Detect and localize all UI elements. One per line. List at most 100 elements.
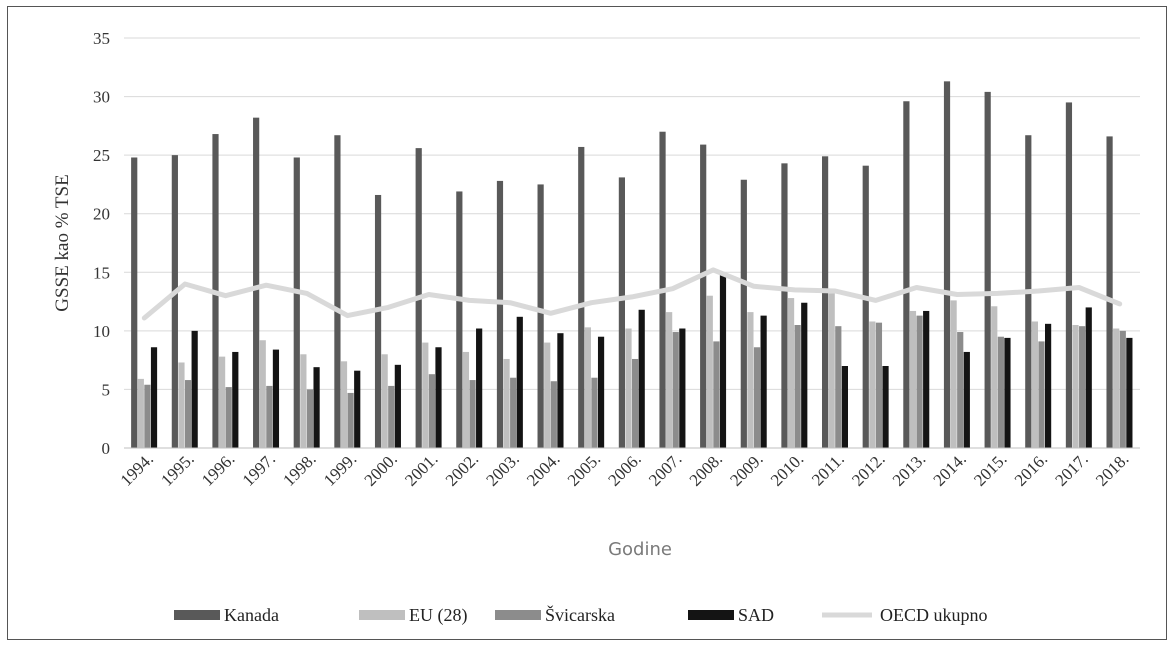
bar--vicarska <box>632 358 639 448</box>
bar--vicarska <box>672 332 679 448</box>
bar-sad <box>191 330 198 448</box>
bars <box>131 81 1133 449</box>
bar-eu-28- <box>544 342 551 448</box>
x-tick-label: 2002. <box>442 449 482 489</box>
legend-swatch-eu-28- <box>359 610 405 620</box>
bar-sad <box>354 370 361 448</box>
x-tick-label: 1994. <box>117 449 157 489</box>
bar-sad <box>150 347 158 448</box>
x-tick-label: 2005. <box>564 449 604 489</box>
bar-eu-28- <box>909 310 917 448</box>
bar-sad <box>597 336 605 448</box>
x-tick-label: 2017. <box>1051 449 1091 489</box>
legend-label: EU (28) <box>409 605 467 626</box>
x-tick-label: 2009. <box>726 449 766 489</box>
bar-eu-28- <box>747 312 754 448</box>
bar--vicarska <box>550 381 557 448</box>
bar-kanada <box>374 194 382 448</box>
bar-eu-28- <box>137 378 144 448</box>
bar--vicarska <box>428 374 435 448</box>
bar-eu-28- <box>300 354 307 448</box>
x-tick-label: 2014. <box>929 449 969 489</box>
y-tick-label: 25 <box>93 146 110 165</box>
bar-kanada <box>984 91 991 448</box>
bar-sad <box>313 367 320 448</box>
bar--vicarska <box>835 326 842 448</box>
x-tick-label: 2001. <box>401 449 441 489</box>
bar-eu-28- <box>381 354 388 448</box>
x-tick-label: 2012. <box>848 449 888 489</box>
y-tick-label: 30 <box>93 88 110 107</box>
bar-eu-28- <box>950 300 957 448</box>
bar--vicarska <box>1038 341 1045 448</box>
bar-kanada <box>253 117 260 449</box>
bar-sad <box>923 310 930 448</box>
bar--vicarska <box>957 332 964 448</box>
y-tick-label: 5 <box>102 380 111 399</box>
bar-sad <box>476 328 483 448</box>
bar--vicarska <box>225 387 232 448</box>
legend-swatch-kanada <box>174 610 220 620</box>
x-tick-label: 1995. <box>157 449 197 489</box>
x-tick-label: 1998. <box>279 449 319 489</box>
bar-kanada <box>496 180 504 448</box>
bar-eu-28- <box>787 298 795 448</box>
bar-kanada <box>903 101 910 448</box>
bar-eu-28- <box>219 356 226 448</box>
bar-kanada <box>618 177 625 448</box>
bar-eu-28- <box>462 351 470 448</box>
legend-swatch-sad <box>688 610 734 620</box>
x-tick-label: 2015. <box>970 449 1010 489</box>
gridlines <box>124 37 1140 390</box>
bar--vicarska <box>1119 330 1126 448</box>
bar-sad <box>557 333 564 448</box>
bar-eu-28- <box>869 321 876 448</box>
bar-sad <box>719 274 727 448</box>
bar--vicarska <box>347 392 354 448</box>
bar-kanada <box>943 81 951 448</box>
bar-kanada <box>131 157 138 448</box>
bar-sad <box>801 302 808 448</box>
x-axis-label: Godine <box>608 539 672 560</box>
bar-eu-28- <box>422 342 429 448</box>
bar-sad <box>1045 323 1052 448</box>
oecd-total-line <box>141 267 1123 321</box>
y-axis-ticks: 0 5 10 15 20 25 30 35 <box>93 29 110 458</box>
bar-kanada <box>822 156 829 449</box>
x-tick-label: 2004. <box>523 449 563 489</box>
legend-label: Švicarska <box>545 604 615 625</box>
chart-frame: 0 5 10 15 20 25 30 35 1994. 1995. 1996. 1997. 1998.… <box>7 6 1167 640</box>
bar--vicarska <box>753 347 761 448</box>
bar-eu-28- <box>706 295 713 448</box>
y-tick-label: 35 <box>93 29 110 48</box>
bar-sad <box>963 351 970 448</box>
bar-sad <box>272 349 280 448</box>
bar-eu-28- <box>340 361 348 448</box>
bar-eu-28- <box>625 328 632 448</box>
bar-kanada <box>862 165 869 448</box>
bar-eu-28- <box>1031 321 1038 448</box>
x-tick-label: 2016. <box>1011 449 1051 489</box>
y-axis-label: GSSE kao % TSE <box>52 174 73 311</box>
x-tick-label: 2013. <box>889 449 929 489</box>
y-tick-label: 10 <box>93 322 110 341</box>
bar-eu-28- <box>503 358 510 448</box>
bar-sad <box>679 328 686 448</box>
bar-kanada <box>1065 102 1073 448</box>
bar-kanada <box>578 146 585 448</box>
bar-sad <box>1004 337 1011 448</box>
bar-sad <box>516 316 523 448</box>
bar-kanada <box>456 191 463 448</box>
bar--vicarska <box>794 325 801 448</box>
bar--vicarska <box>875 322 883 448</box>
bar--vicarska <box>306 389 314 448</box>
bar-eu-28- <box>991 306 998 448</box>
legend-label: OECD ukupno <box>880 605 988 625</box>
x-tick-label: 2003. <box>482 449 522 489</box>
bar-kanada <box>781 163 788 449</box>
bar-sad <box>1126 337 1133 448</box>
x-tick-label: 2018. <box>1092 449 1132 489</box>
bar--vicarska <box>916 315 923 448</box>
bar-sad <box>1085 307 1092 448</box>
y-tick-label: 20 <box>93 205 110 224</box>
